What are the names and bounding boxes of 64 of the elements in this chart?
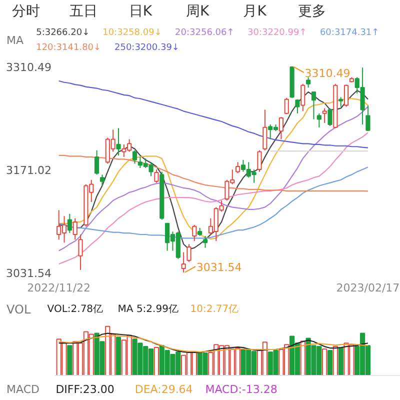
- bar: [116, 336, 122, 376]
- candlestick: [311, 91, 316, 120]
- candlestick: [236, 162, 240, 174]
- candlestick: [72, 218, 78, 240]
- bar: [327, 350, 333, 376]
- bar: [332, 346, 338, 376]
- candlestick: [306, 76, 311, 88]
- text: 周K: [186, 4, 210, 20]
- candlestick: [94, 150, 100, 176]
- candlestick: [262, 109, 268, 151]
- candlestick: [284, 97, 289, 115]
- annotation: 3310.49: [304, 67, 350, 80]
- annotation: 3031.54: [196, 261, 242, 274]
- text: MACD:-13.28: [205, 383, 278, 396]
- line-series: [58, 80, 369, 148]
- text: VOL:2.78亿: [47, 304, 104, 315]
- text: DEA:29.64: [134, 383, 193, 396]
- bar: [67, 345, 72, 376]
- x-tick-label: 2022/11/22: [27, 282, 91, 294]
- text: MA: [6, 34, 24, 47]
- candlestick: [295, 98, 300, 114]
- text: 日K: [128, 4, 153, 20]
- bar: [338, 348, 344, 376]
- candlestick: [316, 112, 322, 128]
- text: 250:3200.39↓: [114, 43, 180, 53]
- text: 5:3266.20↓: [36, 28, 90, 38]
- candlestick: [181, 252, 186, 272]
- text: 10:2.77亿: [190, 304, 239, 315]
- candlestick: [278, 116, 284, 140]
- y-tick-label: 3031.54: [6, 267, 52, 280]
- candlestick: [366, 104, 370, 132]
- bar: [154, 347, 160, 376]
- candlestick: [186, 244, 192, 262]
- candlestick: [154, 169, 159, 184]
- candlestick: [78, 234, 83, 270]
- text: 30:3220.99↑: [248, 28, 307, 38]
- candlestick: [300, 83, 306, 112]
- candlestick: [344, 84, 349, 108]
- candlestick: [338, 96, 344, 108]
- candlestick: [257, 150, 262, 172]
- text: 120:3141.80↓: [36, 43, 102, 53]
- text: 10:3258.09↓: [102, 28, 162, 38]
- text: 20:3256.06↑: [175, 28, 234, 38]
- candlestick: [132, 150, 138, 164]
- candlestick: [328, 108, 332, 126]
- bar: [322, 348, 328, 376]
- candlestick: [67, 213, 72, 234]
- text: 更多: [298, 4, 326, 20]
- candlestick: [322, 108, 327, 124]
- text: 月K: [243, 4, 268, 20]
- y-tick-label: 3171.02: [6, 164, 52, 177]
- candlestick: [100, 174, 105, 186]
- candlestick: [192, 224, 197, 242]
- candlestick: [202, 235, 208, 248]
- series-label: MA 5:2.99亿: [118, 304, 178, 315]
- candlestick: [116, 128, 121, 156]
- text: 分时: [12, 4, 40, 20]
- text: MACD: [6, 383, 40, 396]
- text: VOL: [6, 302, 31, 316]
- text: 60:3174.31↑: [320, 28, 380, 38]
- x-tick-label: 2023/02/17: [336, 282, 400, 294]
- text: 五日: [69, 4, 98, 20]
- y-tick-label: 3310.49: [6, 61, 52, 74]
- text: DIFF:23.00: [56, 383, 114, 396]
